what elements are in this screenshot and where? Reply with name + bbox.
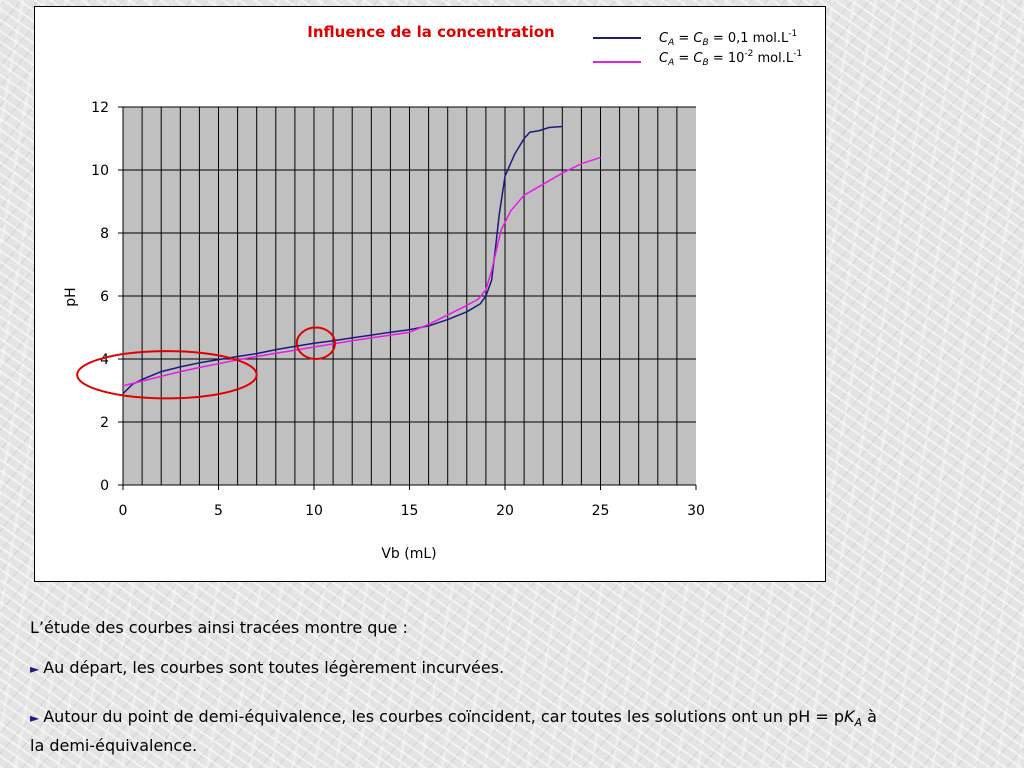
bullet-2-text-part2: à — [862, 707, 877, 726]
x-tick-label: 30 — [687, 503, 705, 519]
y-tick-label: 8 — [100, 226, 109, 242]
bullet-2-k: K — [843, 707, 855, 726]
legend-label-series-1: CA = CB = 0,1 mol.L-1 — [659, 29, 797, 48]
plot-area: 0 5 10 15 20 25 30 0 2 4 6 8 10 12 — [76, 100, 705, 519]
bullet-point-1: ► Au départ, les courbes sont toutes légè… — [30, 656, 1010, 681]
y-tick-label: 10 — [91, 163, 109, 179]
bullet-arrow-icon: ► — [30, 711, 40, 725]
bullet-2-text-part1: Autour du point de demi-équivalence, les… — [43, 707, 844, 726]
bullet-point-2: ► Autour du point de demi-équivalence, le… — [30, 705, 1010, 757]
chart-title: Influence de la concentration — [307, 23, 554, 41]
y-tick-label: 0 — [100, 478, 109, 494]
series-line-2 — [122, 156, 601, 387]
legend: CA = CB = 0,1 mol.L-1 CA = CB = 10-2 mol… — [593, 29, 802, 68]
chart: Influence de la concentration CA = CB = … — [63, 23, 802, 562]
legend-label-series-2: CA = CB = 10-2 mol.L-1 — [659, 49, 802, 68]
y-axis-label: pH — [63, 287, 79, 306]
series-line-1 — [122, 125, 563, 395]
x-tick-label: 25 — [592, 503, 610, 519]
bullet-2-text-line2: la demi-équivalence. — [30, 736, 198, 756]
y-tick-label: 12 — [91, 100, 109, 116]
bullet-arrow-icon: ► — [30, 662, 40, 676]
y-tick-label: 4 — [100, 352, 109, 368]
x-tick-label: 10 — [305, 503, 323, 519]
bullet-1-text: Au départ, les courbes sont toutes légèr… — [43, 658, 505, 677]
x-tick-label: 5 — [214, 503, 223, 519]
y-tick-label: 2 — [100, 415, 109, 431]
x-axis-label: Vb (mL) — [381, 546, 436, 562]
x-tick-label: 0 — [119, 503, 128, 519]
highlight-ellipse-1 — [76, 350, 258, 400]
x-tick-label: 20 — [496, 503, 514, 519]
chart-frame: Influence de la concentration CA = CB = … — [34, 6, 826, 582]
x-tick-label: 15 — [401, 503, 419, 519]
bullet-2-k-sub: A — [854, 716, 862, 730]
highlight-ellipse-2 — [295, 326, 337, 360]
intro-text: L’étude des courbes ainsi tracées montre… — [30, 618, 408, 637]
y-tick-label: 6 — [100, 289, 109, 305]
